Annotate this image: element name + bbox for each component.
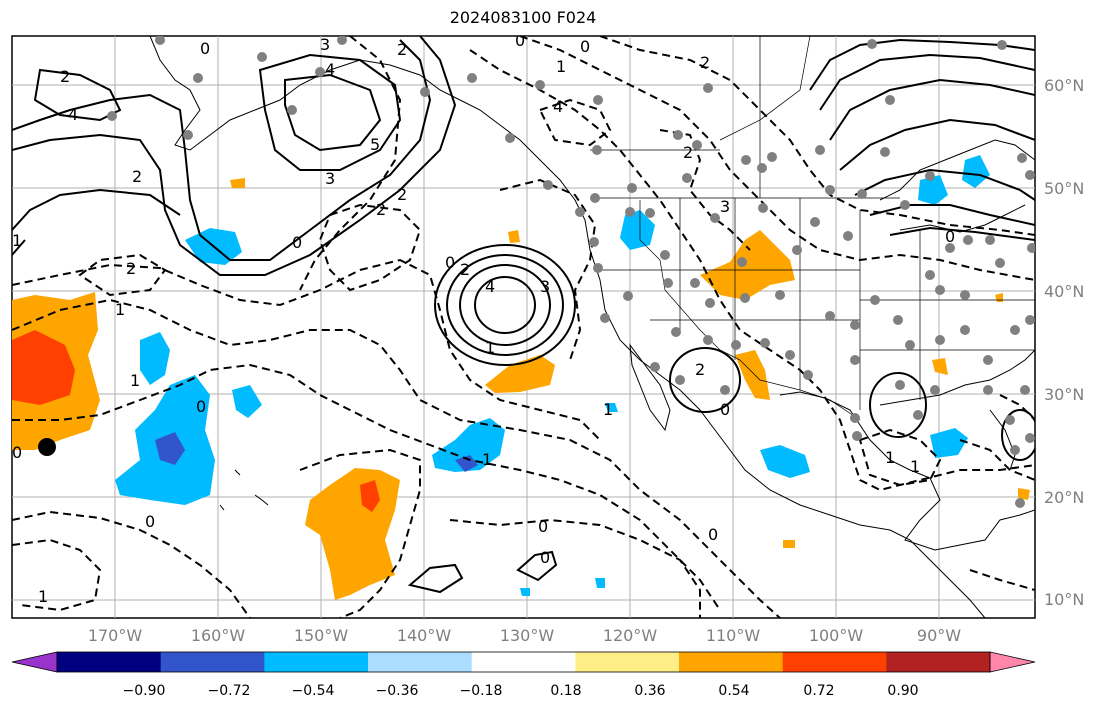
lat-label: 50°N: [1044, 179, 1085, 198]
colorbar-segment: [782, 652, 887, 672]
contour-label: 1: [885, 448, 895, 467]
colorbar-frame: [56, 651, 991, 673]
colorbar-tick-label: 0.72: [803, 683, 835, 699]
contour-label: 1: [603, 400, 613, 419]
contour-label: 0: [720, 400, 730, 419]
colorbar-segment: [57, 652, 162, 672]
contour-label: 1: [482, 450, 492, 469]
contour-label: 4: [485, 277, 495, 296]
contour-label: 1: [556, 57, 566, 76]
contour-label: 3: [320, 35, 330, 54]
contour-label: 2: [60, 67, 70, 86]
colorbar-tick-label: 0.36: [634, 683, 666, 699]
lon-label: 120°W: [602, 626, 658, 645]
contour-label: 0: [145, 512, 155, 531]
contour-label: 1: [485, 338, 495, 357]
positive-anomaly-fill: [12, 178, 1030, 600]
colorbar-tick-label: 0.18: [550, 683, 582, 699]
colorbar-segment: [11, 651, 58, 673]
lon-label: 130°W: [499, 626, 555, 645]
contour-label: 1: [12, 231, 22, 250]
colorbar-tick-label: −0.18: [459, 683, 503, 699]
coastlines: [149, 36, 1035, 618]
contour-label: 1: [115, 300, 125, 319]
contour-label: 0: [580, 37, 590, 56]
colorbar-segment: [471, 652, 576, 672]
contour-label: 0: [515, 31, 525, 50]
negative-anomaly-fill: [115, 155, 990, 596]
colorbar-segment: [989, 651, 1036, 673]
lat-label: 60°N: [1044, 76, 1085, 95]
contour-label: 0: [292, 233, 302, 252]
contour-label: 4: [553, 97, 563, 116]
contour-label: 1: [910, 457, 920, 476]
contour-label: 2: [700, 53, 710, 72]
contour-label: 2: [460, 260, 470, 279]
contour-label: 4: [325, 60, 335, 79]
contour-label: 0: [196, 397, 206, 416]
lat-label: 10°N: [1044, 590, 1085, 609]
lat-label: 40°N: [1044, 282, 1085, 301]
contour-label: 2: [695, 360, 705, 379]
contour-label: 3: [720, 197, 730, 216]
solid-contours: [12, 36, 1035, 594]
contour-label: 2: [126, 259, 136, 278]
colorbar-segment: [160, 652, 265, 672]
contour-label: 0: [708, 525, 718, 544]
colorbar-segment: [575, 652, 680, 672]
lon-label: 140°W: [396, 626, 452, 645]
contour-label: 0: [12, 443, 22, 462]
colorbar-tick-label: 0.90: [887, 683, 919, 699]
lat-label: 20°N: [1044, 488, 1085, 507]
contour-label: 2: [397, 185, 407, 204]
colorbar-tick-label: −0.54: [291, 683, 335, 699]
contour-label: 3: [540, 277, 550, 296]
colorbar-segment: [679, 652, 784, 672]
lat-label: 30°N: [1044, 385, 1085, 404]
colorbar-segment: [264, 652, 369, 672]
contour-label: 0: [945, 227, 955, 246]
station-marker: [38, 438, 56, 456]
contour-label: 1: [38, 587, 48, 606]
contour-label: 0: [538, 517, 548, 536]
lon-label: 110°W: [705, 626, 761, 645]
contour-label: 2: [397, 40, 407, 59]
colorbar-segment: [368, 652, 473, 672]
weather-map: 0 2 4 2 3 4 5 3 2 1 0 0 2 1 2 3 4 1 2 4 …: [11, 31, 1036, 619]
station-dots: [107, 36, 1035, 508]
contour-label: 0: [200, 39, 210, 58]
lon-label: 150°W: [293, 626, 349, 645]
colorbar: [11, 651, 1036, 673]
lon-label: 160°W: [190, 626, 246, 645]
lon-label: 100°W: [808, 626, 864, 645]
colorbar-tick-label: −0.90: [122, 683, 166, 699]
map-title: 2024083100 F024: [449, 8, 597, 27]
colorbar-tick-label: −0.72: [207, 683, 251, 699]
lon-label: 90°W: [916, 626, 962, 645]
contour-label: 4: [68, 105, 78, 124]
contour-label: 3: [325, 169, 335, 188]
contour-label: 0: [540, 548, 550, 567]
contour-label: 1: [130, 371, 140, 390]
colorbar-tick-label: 0.54: [718, 683, 750, 699]
contour-label: 2: [132, 167, 142, 186]
colorbar-segment: [886, 652, 991, 672]
lon-label: 170°W: [87, 626, 143, 645]
contour-label: 5: [370, 135, 380, 154]
contour-label: 0: [445, 253, 455, 272]
contour-label: 2: [376, 200, 386, 219]
contour-labels: 0 2 4 2 3 4 5 3 2 1 0 0 2 1 2 3 4 1 2 4 …: [12, 31, 955, 606]
contour-label: 2: [683, 143, 693, 162]
colorbar-tick-label: −0.36: [375, 683, 419, 699]
